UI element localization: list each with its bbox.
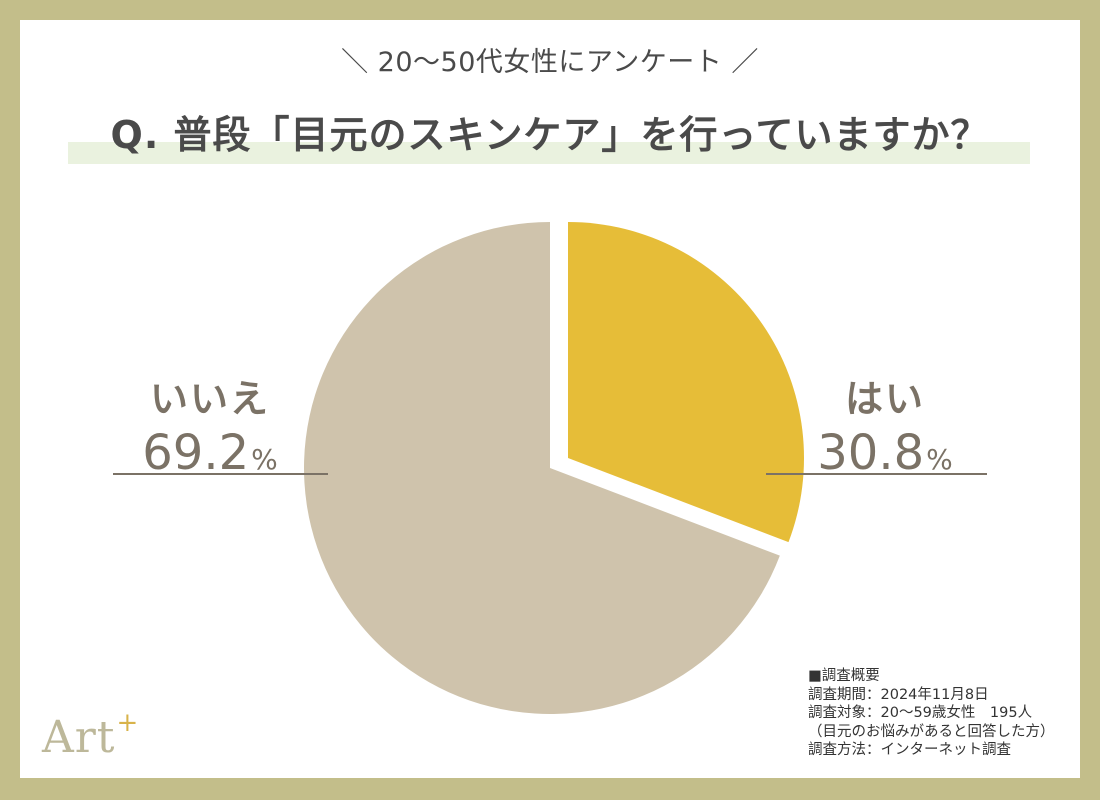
label-yes-percent: 30.8% xyxy=(817,425,953,481)
survey-period: 調査期間：2024年11月8日 xyxy=(808,686,989,703)
survey-target: 調査対象：20〜59歳女性 195人 xyxy=(808,705,1033,721)
leader-line-yes xyxy=(766,473,987,475)
label-yes-name: はい xyxy=(844,377,925,421)
label-yes: はい 30.8% xyxy=(800,368,970,486)
pie-slice-yes xyxy=(568,222,804,543)
survey-heading: ■調査概要 xyxy=(808,668,880,684)
question-title: Q. 普段「目元のスキンケア」を行っていますか？ xyxy=(110,113,990,157)
survey-overview: ■調査概要調査期間：2024年11月8日調査対象：20〜59歳女性 195人 （目… xyxy=(808,667,1055,760)
label-no-percent: 69.2% xyxy=(142,425,278,481)
art-plus-logo: Art+ xyxy=(42,708,140,763)
survey-subtitle: ＼ 20〜50代女性にアンケート ／ xyxy=(341,47,759,78)
label-no: いいえ 69.2% xyxy=(120,368,300,486)
survey-method: 調査方法：インターネット調査 xyxy=(808,742,1011,758)
question-highlight xyxy=(68,142,1030,164)
pie-slice-no xyxy=(303,222,780,714)
label-no-name: いいえ xyxy=(149,377,270,421)
survey-note: （目元のお悩みがあると回答した方） xyxy=(808,723,1055,740)
leader-line-no xyxy=(113,473,328,475)
